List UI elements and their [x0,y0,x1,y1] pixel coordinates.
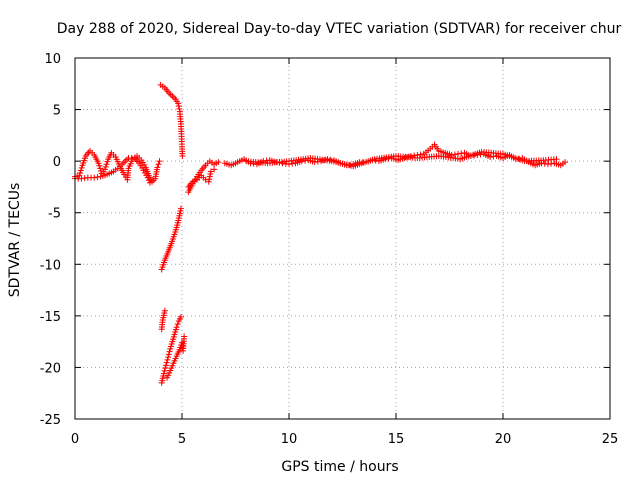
data-point-series-7 [562,159,569,166]
x-tick-label: 25 [602,432,619,447]
x-tick-label: 0 [71,432,79,447]
data-point-series-0 [103,161,110,168]
x-tick-label: 5 [178,432,186,447]
data-point-series-2 [176,105,183,112]
y-tick-label: -25 [40,413,61,428]
data-point-series-4 [181,333,188,340]
data-point-series-4 [161,367,168,374]
data-point-series-7 [289,160,296,167]
data-point-series-7 [417,151,424,158]
data-point-series-1 [81,175,88,182]
data-point-series-2 [179,152,186,159]
data-point-series-6 [202,176,209,183]
data-point-series-4 [165,354,172,361]
y-axis-title: SDTVAR / TECUs [7,183,23,298]
data-point-series-1 [78,175,85,182]
data-point-series-7 [544,161,551,168]
data-point-series-0 [76,172,83,179]
x-tick-label: 20 [495,432,512,447]
data-point-series-4 [165,351,172,358]
data-point-series-4 [161,307,168,314]
y-tick-label: 10 [44,52,61,67]
chart-title: Day 288 of 2020, Sidereal Day-to-day VTE… [57,21,622,37]
data-point-series-6 [206,176,213,183]
data-point-series-7 [487,154,494,161]
data-point-series-6 [207,171,214,178]
data-point-series-0 [156,158,163,165]
data-point-series-1 [144,174,151,181]
data-point-series-4 [163,359,170,366]
data-point-series-8 [553,156,560,163]
y-tick-label: -20 [40,361,61,376]
data-point-series-5 [215,159,222,166]
data-point-series-0 [77,167,84,174]
data-point-series-6 [205,178,212,185]
data-point-series-4 [160,370,167,377]
data-point-series-6 [207,168,214,175]
x-tick-label: 15 [388,432,405,447]
y-tick-label: -5 [48,207,61,222]
data-point-series-0 [96,162,103,169]
data-point-series-2 [175,103,182,110]
data-point-series-1 [145,177,152,184]
data-point-series-0 [97,165,104,172]
data-point-series-4 [166,348,173,355]
data-point-series-0 [101,166,108,173]
data-point-series-1 [91,174,98,181]
data-point-series-1 [146,179,153,186]
data-point-series-0 [102,163,109,170]
axis-ticks: 0 5 10 15 20 25 10 5 0 -5 -10 -15 -20 -25 [40,52,619,447]
data-point-series-0 [104,158,111,165]
data-point-series-4 [162,365,169,372]
y-tick-label: -10 [40,258,61,273]
data-point-series-7 [458,150,465,157]
data-point-series-4 [173,324,180,331]
plot-frame [74,57,611,420]
data-point-series-4 [174,321,181,328]
x-axis-title: GPS time / hours [281,459,398,475]
data-point-series-6 [206,173,213,180]
data-point-series-7 [448,151,455,158]
y-tick-label: 5 [53,104,61,119]
y-tick-label: -15 [40,310,61,325]
data-point-series-0 [95,160,102,167]
data-point-series-1 [94,174,101,181]
data-point-series-6 [211,166,218,173]
data-point-series-0 [155,161,162,168]
data-point-series-4 [162,362,169,369]
data-point-series-3 [177,205,184,212]
data-point-series-7 [541,160,548,167]
data-point-series-0 [77,170,84,177]
y-tick-label: 0 [53,155,61,170]
x-tick-label: 10 [281,432,298,447]
data-point-series-4 [164,356,171,363]
data-points [72,81,569,386]
grid-lines [75,58,610,419]
data-point-series-2 [175,100,182,107]
data-point-series-0 [78,164,85,171]
data-point-series-4 [177,313,184,320]
data-point-series-0 [154,164,161,171]
data-point-series-7 [451,151,458,158]
